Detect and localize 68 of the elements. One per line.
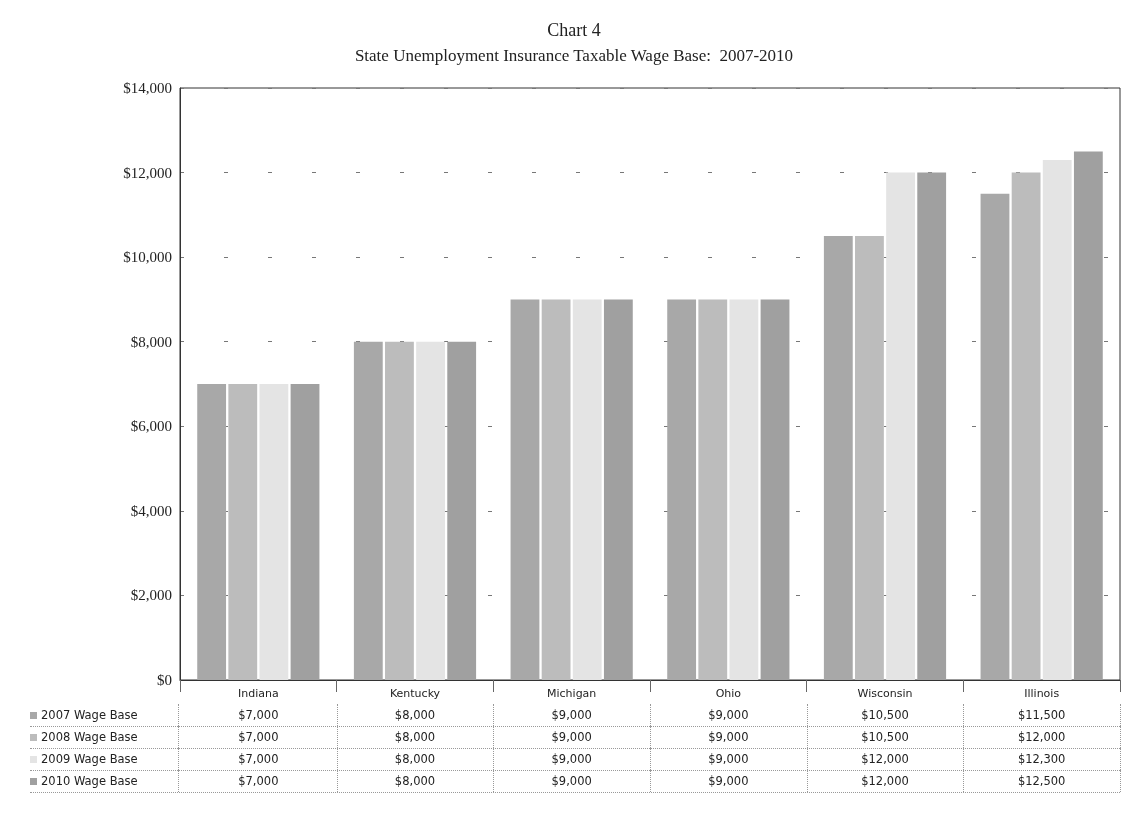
data-label: $12,000 (806, 770, 965, 792)
data-label: $8,000 (336, 770, 495, 792)
bar (228, 384, 258, 680)
y-tick-label: $0 (157, 672, 172, 688)
data-label: $7,000 (180, 704, 338, 726)
data-label: $9,000 (650, 770, 808, 792)
y-tick-label: $8,000 (130, 333, 172, 350)
bar (416, 341, 445, 680)
data-label: $9,000 (493, 726, 651, 748)
data-label: $7,000 (180, 770, 338, 792)
data-label: $7,000 (180, 726, 338, 748)
bar (353, 341, 383, 680)
data-label: $10,500 (806, 704, 965, 726)
x-tick-label: Ohio (715, 687, 742, 700)
data-label: $8,000 (336, 726, 495, 748)
bar (541, 299, 571, 680)
bar (1073, 151, 1103, 680)
bar (290, 384, 320, 680)
x-tick-label: Indiana (237, 687, 279, 700)
data-label: $10,500 (806, 726, 965, 748)
bar (760, 299, 790, 680)
bar (729, 299, 759, 680)
y-tick-label: $4,000 (130, 502, 172, 519)
data-label: $9,000 (493, 770, 651, 792)
data-label: $12,500 (963, 770, 1121, 792)
x-tick-label: Michigan (547, 687, 597, 700)
y-tick-label: $6,000 (130, 418, 172, 435)
bar (572, 299, 602, 680)
data-label: $12,000 (963, 726, 1121, 748)
legend-label: 2009 Wage Base (41, 752, 138, 766)
y-tick-label: $14,000 (123, 80, 172, 96)
legend-label: 2010 Wage Base (41, 774, 138, 788)
legend-label: 2007 Wage Base (41, 708, 138, 722)
data-label: $7,000 (180, 748, 338, 770)
data-label: $9,000 (650, 748, 808, 770)
bar (1011, 172, 1041, 680)
chart-title: Chart 4 (547, 20, 601, 40)
bar (667, 299, 697, 680)
data-label: $8,000 (336, 748, 495, 770)
bar (698, 299, 728, 680)
data-label: $9,000 (650, 726, 808, 748)
data-label: $11,500 (963, 704, 1121, 726)
bar (259, 384, 289, 680)
legend-label: 2008 Wage Base (41, 730, 138, 744)
data-label: $9,000 (650, 704, 808, 726)
data-label: $12,300 (963, 748, 1121, 770)
x-tick-label: Kentucky (389, 687, 441, 700)
bar (1042, 159, 1072, 680)
data-label: $8,000 (336, 704, 495, 726)
data-label: $12,000 (806, 748, 965, 770)
bar (855, 236, 884, 680)
x-tick-label: Illinois (1024, 687, 1060, 700)
bar (385, 341, 414, 680)
bar (980, 193, 1010, 680)
bar (197, 384, 227, 680)
bar (603, 299, 633, 680)
x-tick-label: Wisconsin (857, 687, 913, 700)
data-label: $9,000 (493, 704, 651, 726)
bar (823, 236, 853, 680)
bar (447, 341, 477, 680)
y-tick-label: $10,000 (123, 249, 172, 266)
bar (886, 172, 915, 680)
data-label: $9,000 (493, 748, 651, 770)
bar (510, 299, 540, 680)
y-tick-label: $12,000 (123, 164, 172, 181)
y-tick-label: $2,000 (130, 587, 172, 604)
chart-subtitle: State Unemployment Insurance Taxable Wage Base: 2007-2010 (354, 46, 794, 65)
bar (917, 172, 947, 680)
